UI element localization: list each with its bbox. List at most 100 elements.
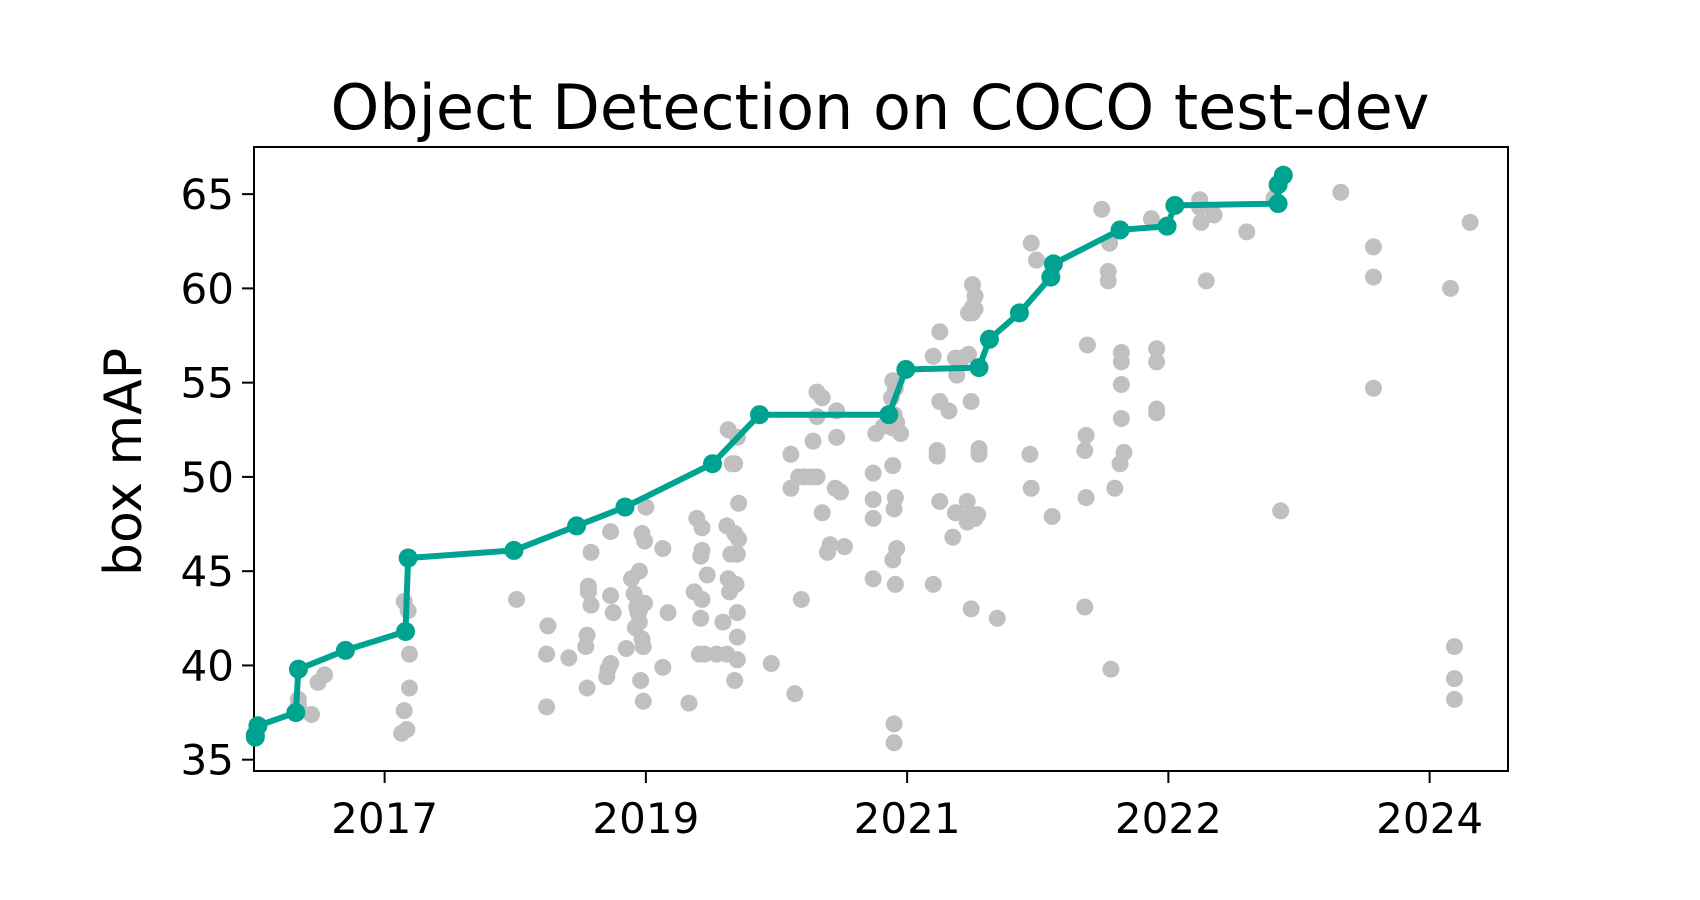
- other-model-point: [602, 523, 620, 541]
- y-tick-label: 40: [181, 641, 234, 690]
- other-model-point: [962, 600, 980, 618]
- y-tick-label: 55: [181, 359, 234, 408]
- other-model-point: [1027, 251, 1045, 269]
- sota-point: [288, 659, 308, 679]
- other-model-point: [924, 347, 942, 365]
- other-model-point: [316, 666, 334, 684]
- other-model-point: [804, 432, 822, 450]
- other-model-point: [720, 583, 738, 601]
- other-model-point: [884, 551, 902, 569]
- other-models-series: [289, 183, 1479, 752]
- other-model-point: [636, 532, 654, 550]
- other-model-point: [864, 570, 882, 588]
- other-model-point: [693, 519, 711, 537]
- other-model-point: [762, 655, 780, 673]
- other-model-point: [966, 300, 984, 318]
- other-model-point: [1148, 340, 1166, 358]
- other-model-point: [1077, 426, 1095, 444]
- other-model-point: [582, 596, 600, 614]
- other-model-point: [693, 590, 711, 608]
- other-model-point: [786, 685, 804, 703]
- other-model-point: [924, 575, 942, 593]
- other-model-point: [835, 538, 853, 556]
- y-axis: 35 40 45 50 55 60 65: [181, 170, 254, 785]
- y-tick-label: 45: [181, 547, 234, 596]
- other-model-point: [813, 389, 831, 407]
- x-axis: 2017 2019 2021 2022 2024: [331, 771, 1483, 843]
- other-model-point: [539, 617, 557, 635]
- other-model-point: [969, 506, 987, 524]
- other-model-point: [1112, 409, 1130, 427]
- other-model-point: [538, 698, 556, 716]
- other-model-point: [1078, 336, 1096, 354]
- other-model-point: [604, 604, 622, 622]
- other-model-point: [1442, 279, 1460, 297]
- sota-point: [969, 358, 989, 378]
- other-model-point: [960, 345, 978, 363]
- sota-point: [1110, 220, 1130, 240]
- sota-point: [1273, 165, 1293, 185]
- y-tick-label: 60: [181, 264, 234, 313]
- other-model-point: [1364, 238, 1382, 256]
- other-model-point: [692, 547, 710, 565]
- x-tick-label: 2022: [1115, 794, 1222, 843]
- other-model-point: [1238, 223, 1256, 241]
- other-model-point: [864, 464, 882, 482]
- other-model-point: [782, 445, 800, 463]
- other-model-point: [582, 543, 600, 561]
- sota-point: [1268, 194, 1288, 214]
- sota-point: [286, 703, 306, 723]
- sota-point: [879, 405, 899, 425]
- other-model-point: [1364, 268, 1382, 286]
- sota-point: [335, 640, 355, 660]
- other-model-point: [885, 715, 903, 733]
- other-model-point: [302, 705, 320, 723]
- sota-point: [396, 621, 416, 641]
- other-model-point: [726, 455, 744, 473]
- sota-point: [702, 454, 722, 474]
- other-model-point: [1021, 445, 1039, 463]
- other-model-point: [617, 639, 635, 657]
- other-model-point: [698, 566, 716, 584]
- y-axis-title: box mAP: [94, 348, 154, 576]
- other-model-point: [1332, 183, 1350, 201]
- plot-frame: [253, 146, 1509, 772]
- other-model-point: [1076, 598, 1094, 616]
- other-model-point: [821, 536, 839, 554]
- other-model-point: [931, 492, 949, 510]
- x-tick-label: 2019: [592, 794, 699, 843]
- other-model-point: [928, 447, 946, 465]
- other-model-point: [598, 668, 616, 686]
- other-model-point: [728, 651, 746, 669]
- other-model-point: [1099, 272, 1117, 290]
- other-model-point: [1192, 213, 1210, 231]
- x-tick-label: 2021: [854, 794, 961, 843]
- sota-series: [245, 165, 1293, 747]
- other-model-point: [634, 638, 652, 656]
- other-model-point: [1445, 638, 1463, 656]
- other-model-point: [962, 393, 980, 411]
- other-model-point: [946, 504, 964, 522]
- sota-point: [248, 716, 268, 736]
- other-model-point: [1148, 353, 1166, 371]
- other-model-point: [728, 545, 746, 563]
- other-model-point: [393, 724, 411, 742]
- other-model-point: [690, 645, 708, 663]
- other-model-point: [958, 492, 976, 510]
- sota-point: [1157, 216, 1177, 236]
- other-model-point: [508, 590, 526, 608]
- other-model-point: [940, 402, 958, 420]
- other-model-point: [1148, 404, 1166, 422]
- other-model-point: [659, 604, 677, 622]
- other-model-point: [680, 694, 698, 712]
- other-model-point: [579, 583, 597, 601]
- other-model-point: [1445, 690, 1463, 708]
- sota-point: [398, 548, 418, 568]
- y-tick-label: 35: [181, 736, 234, 785]
- sota-point: [1043, 254, 1063, 274]
- other-model-point: [885, 734, 903, 752]
- other-model-point: [864, 509, 882, 527]
- other-model-point: [885, 500, 903, 518]
- other-model-point: [792, 590, 810, 608]
